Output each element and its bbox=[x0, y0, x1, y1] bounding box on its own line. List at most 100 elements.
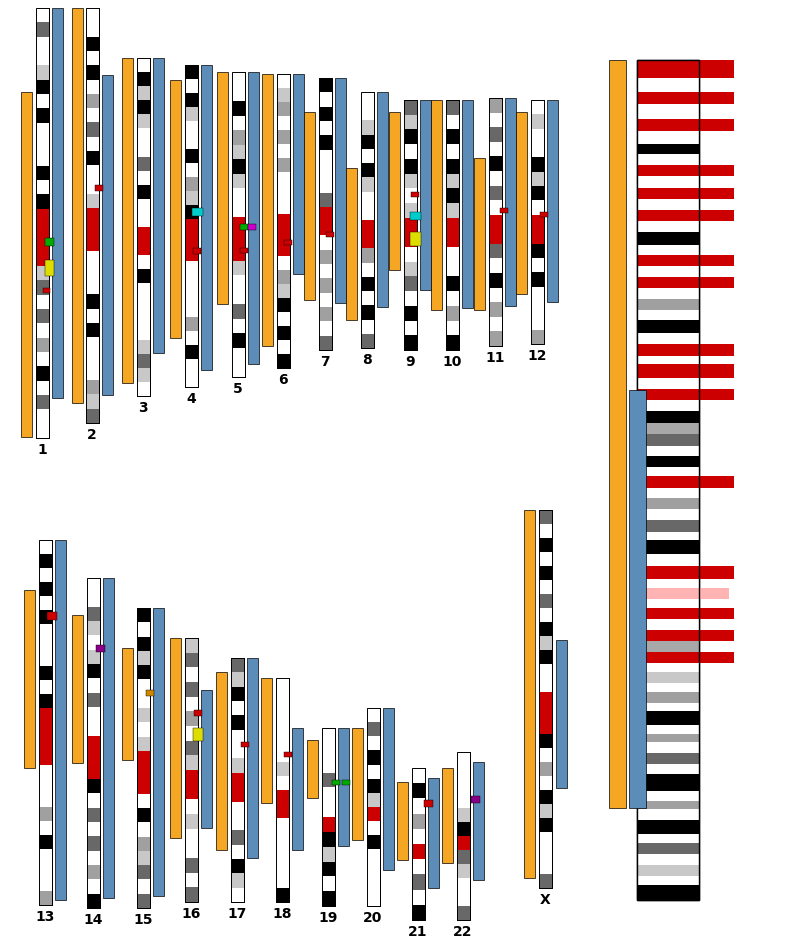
Bar bbox=[457, 752, 470, 766]
Bar bbox=[500, 208, 508, 213]
Bar bbox=[538, 538, 551, 552]
Bar bbox=[530, 100, 543, 344]
Bar bbox=[637, 691, 699, 703]
Bar bbox=[423, 800, 433, 807]
Bar bbox=[361, 135, 374, 149]
Bar bbox=[538, 608, 551, 622]
Bar bbox=[322, 757, 334, 772]
Bar bbox=[35, 80, 49, 94]
Bar bbox=[637, 541, 699, 554]
Bar bbox=[462, 100, 473, 308]
Bar bbox=[403, 262, 417, 276]
Bar bbox=[446, 218, 458, 233]
Bar bbox=[411, 814, 425, 829]
Bar bbox=[637, 92, 734, 104]
Bar bbox=[38, 625, 51, 639]
Bar bbox=[38, 540, 51, 905]
Bar bbox=[530, 114, 543, 129]
Bar bbox=[361, 277, 374, 291]
Bar bbox=[193, 248, 201, 254]
Bar bbox=[637, 753, 699, 764]
Bar bbox=[86, 678, 99, 692]
Bar bbox=[86, 222, 98, 237]
Bar bbox=[361, 92, 374, 348]
Bar bbox=[137, 880, 150, 894]
Bar bbox=[489, 113, 502, 127]
Bar bbox=[637, 663, 699, 672]
Bar bbox=[137, 354, 150, 367]
Bar bbox=[185, 247, 198, 261]
Bar bbox=[489, 141, 502, 156]
Bar bbox=[185, 667, 198, 682]
Bar bbox=[231, 246, 245, 261]
Bar bbox=[284, 240, 292, 245]
Bar bbox=[410, 232, 421, 246]
Bar bbox=[231, 116, 245, 130]
Bar bbox=[231, 290, 245, 304]
Bar bbox=[530, 316, 543, 330]
Bar bbox=[538, 790, 551, 804]
Bar bbox=[538, 706, 551, 720]
Bar bbox=[538, 636, 551, 650]
Bar bbox=[86, 822, 99, 836]
Bar bbox=[637, 835, 699, 843]
Bar bbox=[322, 832, 334, 847]
Bar bbox=[489, 317, 502, 332]
Bar bbox=[366, 821, 379, 836]
Bar bbox=[275, 818, 289, 832]
Bar bbox=[366, 864, 379, 878]
Bar bbox=[411, 783, 425, 799]
Bar bbox=[185, 205, 198, 219]
Bar bbox=[411, 768, 425, 920]
Bar bbox=[361, 92, 374, 348]
Bar bbox=[86, 664, 99, 678]
Bar bbox=[489, 273, 502, 287]
Bar bbox=[637, 774, 699, 790]
Bar bbox=[137, 58, 150, 73]
Bar bbox=[403, 218, 417, 233]
Bar bbox=[637, 310, 699, 320]
Bar bbox=[489, 171, 502, 186]
Bar bbox=[637, 266, 699, 277]
Bar bbox=[35, 295, 49, 309]
Bar bbox=[457, 780, 470, 794]
Bar bbox=[86, 237, 98, 252]
Bar bbox=[86, 779, 99, 793]
Bar bbox=[322, 788, 334, 803]
Bar bbox=[86, 94, 98, 108]
Bar bbox=[231, 363, 245, 377]
Bar bbox=[523, 510, 534, 878]
Bar bbox=[361, 235, 374, 249]
Bar bbox=[637, 725, 699, 734]
Bar bbox=[530, 201, 543, 215]
Text: 13: 13 bbox=[35, 910, 54, 924]
Bar bbox=[275, 678, 289, 902]
Bar bbox=[86, 578, 99, 908]
Bar bbox=[637, 488, 699, 498]
Bar bbox=[637, 447, 699, 457]
Bar bbox=[538, 818, 551, 832]
Bar bbox=[637, 683, 699, 691]
Bar bbox=[351, 728, 362, 840]
Bar bbox=[230, 673, 243, 687]
Bar bbox=[637, 333, 699, 344]
Bar bbox=[318, 78, 331, 92]
Bar bbox=[403, 306, 417, 320]
Bar bbox=[38, 596, 51, 610]
Bar bbox=[185, 331, 198, 345]
Bar bbox=[637, 608, 734, 619]
Bar bbox=[489, 287, 502, 302]
Bar bbox=[442, 768, 453, 863]
Bar bbox=[637, 300, 699, 310]
Bar bbox=[137, 822, 150, 836]
Bar bbox=[403, 100, 417, 350]
Bar bbox=[637, 199, 699, 209]
Bar bbox=[637, 434, 699, 447]
Bar bbox=[277, 74, 290, 368]
Bar bbox=[277, 354, 290, 368]
Bar bbox=[38, 568, 51, 582]
Bar bbox=[366, 708, 379, 723]
Bar bbox=[293, 74, 303, 274]
Bar bbox=[86, 151, 98, 166]
Bar bbox=[277, 130, 290, 144]
